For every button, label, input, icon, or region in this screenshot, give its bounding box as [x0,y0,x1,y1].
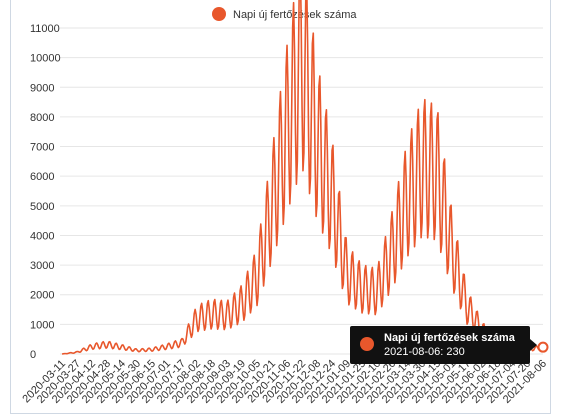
legend-marker[interactable] [212,7,226,21]
tooltip-title: Napi új fertőzések száma [384,332,515,344]
x-axis-ticks: 2020-03-112020-03-272020-04-122020-04-28… [20,358,549,406]
chart-frame [10,0,551,414]
tooltip-arrow [530,339,537,351]
y-tick-label: 3000 [30,260,54,272]
y-tick-label: 9000 [30,82,54,94]
tooltip-marker [360,337,374,351]
y-tick-label: 7000 [30,142,54,154]
hover-point[interactable] [537,341,549,353]
tooltip-value: 2021-08-06: 230 [384,346,465,358]
y-tick-label: 4000 [30,230,54,242]
series-new-infections [61,0,544,355]
legend-label[interactable]: Napi új fertőzések száma [233,9,357,21]
y-tick-label: 11000 [30,23,60,35]
legend[interactable]: Napi új fertőzések száma [212,7,357,21]
y-tick-label: 10000 [30,53,61,65]
y-tick-label: 2000 [30,290,54,302]
y-tick-label: 6000 [30,171,54,183]
y-tick-label: 5000 [30,201,54,213]
y-tick-label: 1000 [30,319,54,331]
y-tick-label: 0 [30,349,36,361]
tooltip: Napi új fertőzések száma 2021-08-06: 230 [350,326,537,364]
y-tick-label: 8000 [30,112,54,124]
y-axis-ticks: 0 1000 2000 3000 4000 5000 6000 7000 8000 9000 100… [30,23,61,361]
series-line [61,0,544,355]
